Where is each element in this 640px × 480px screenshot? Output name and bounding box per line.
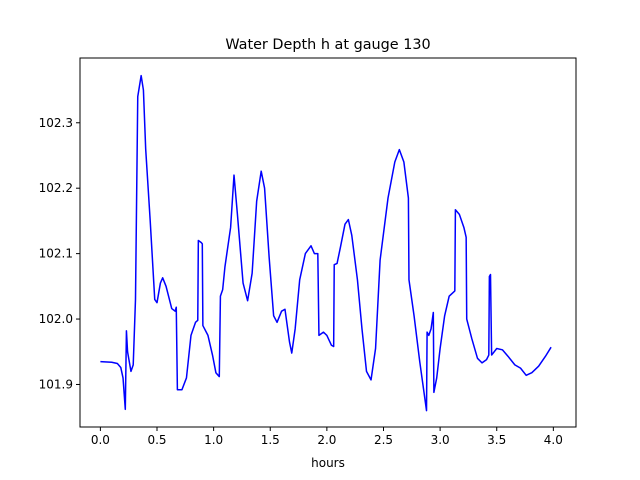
y-tick-label: 102.3 <box>39 116 73 130</box>
y-tick-label: 102.1 <box>39 247 73 261</box>
x-tick-label: 3.0 <box>431 433 450 447</box>
x-tick-label: 0.5 <box>147 433 166 447</box>
x-tick-label: 1.0 <box>204 433 223 447</box>
plot-frame <box>79 57 577 428</box>
x-tick-label: 2.0 <box>317 433 336 447</box>
x-tick-label: 4.0 <box>544 433 563 447</box>
plot-area: 0.0 0.5 1.0 1.5 2.0 2.5 3.0 3.5 4.0 101.9 102.0 102… <box>39 57 577 447</box>
chart-title: Water Depth h at gauge 130 <box>225 37 430 53</box>
y-tick-label: 101.9 <box>39 377 73 391</box>
series-line-0 <box>100 74 552 412</box>
x-tick-label: 3.5 <box>487 433 506 447</box>
x-tick-label: 2.5 <box>374 433 393 447</box>
x-tick-label: 1.5 <box>261 433 280 447</box>
x-tick-label: 0.0 <box>91 433 110 447</box>
y-tick-label: 102.0 <box>39 312 73 326</box>
y-tick-label: 102.2 <box>39 181 73 195</box>
x-axis-label: hours <box>311 456 345 470</box>
